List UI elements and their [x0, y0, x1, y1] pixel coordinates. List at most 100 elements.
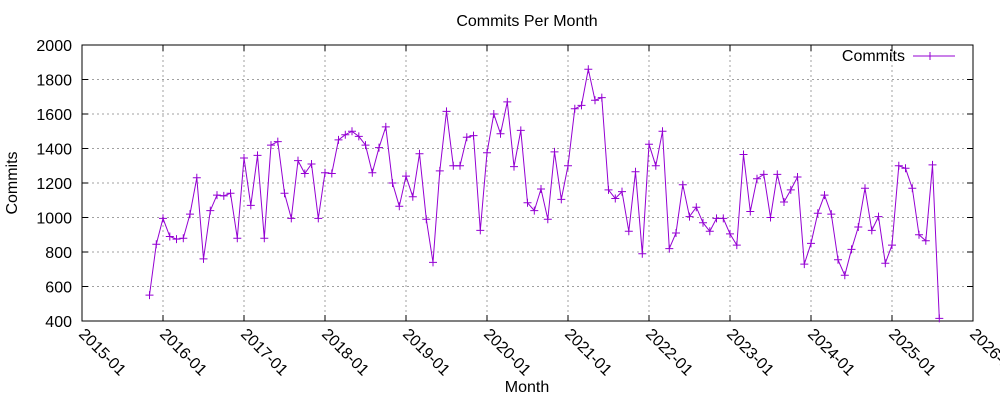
- y-tick-label: 2000: [36, 38, 72, 55]
- x-tick-label: 2018-01: [318, 326, 372, 380]
- x-tick-label: 2019-01: [399, 326, 453, 380]
- data-point: [793, 173, 802, 181]
- y-tick-label: 800: [45, 245, 72, 262]
- data-point: [705, 227, 714, 236]
- data-point: [219, 191, 228, 200]
- data-point: [314, 214, 323, 223]
- data-point: [186, 210, 194, 219]
- chart-title: Commits Per Month: [456, 13, 597, 30]
- data-point: [685, 212, 694, 221]
- data-point: [334, 135, 343, 144]
- data-point: [348, 127, 356, 136]
- x-axis-label: Month: [505, 379, 549, 396]
- data-point: [503, 97, 512, 106]
- data-point: [915, 230, 923, 239]
- data-point: [604, 185, 613, 194]
- data-point: [361, 141, 370, 150]
- y-tick-label: 1400: [36, 142, 72, 159]
- data-point: [152, 240, 161, 249]
- data-point: [651, 161, 660, 170]
- data-point: [537, 185, 545, 193]
- data-point: [145, 291, 154, 300]
- data-point: [192, 173, 201, 182]
- data-point: [881, 259, 890, 268]
- data-point: [807, 239, 815, 248]
- x-tick-label: 2015-01: [75, 326, 129, 380]
- x-tick-label: 2025-01: [885, 326, 939, 380]
- x-tick-label: 2023-01: [723, 326, 777, 380]
- data-point: [415, 149, 424, 158]
- data-point: [591, 96, 599, 105]
- data-point: [422, 215, 431, 224]
- x-tick-label: 2022-01: [642, 326, 696, 380]
- data-point: [786, 185, 795, 194]
- data-point: [557, 195, 566, 204]
- plot-frame: [81, 44, 974, 322]
- data-point: [564, 161, 572, 170]
- data-point: [935, 314, 944, 323]
- data-point: [624, 227, 633, 236]
- data-point: [638, 249, 647, 258]
- data-point: [375, 143, 383, 152]
- data-point: [442, 107, 451, 116]
- data-point: [665, 244, 674, 253]
- data-point: [618, 187, 626, 196]
- data-point: [523, 198, 532, 207]
- x-tick-label: 2020-01: [480, 326, 534, 380]
- data-point: [435, 166, 444, 175]
- data-point: [273, 137, 282, 146]
- data-point: [692, 203, 701, 212]
- data-point: [847, 245, 856, 254]
- data-point: [287, 214, 296, 223]
- data-point: [179, 234, 188, 243]
- y-tick-label: 1600: [36, 107, 72, 124]
- data-point: [402, 172, 410, 181]
- data-point: [530, 206, 539, 215]
- data-point: [381, 122, 390, 131]
- data-point: [159, 214, 167, 223]
- data-point: [395, 202, 404, 211]
- legend-label-commits: Commits: [842, 48, 905, 65]
- data-point: [429, 258, 437, 267]
- y-tick-label: 1800: [36, 73, 72, 90]
- data-point: [550, 147, 559, 156]
- data-point: [489, 110, 498, 118]
- data-point: [449, 161, 458, 170]
- series-line-commits: [149, 69, 940, 319]
- x-tick-label: 2024-01: [804, 326, 858, 380]
- data-point: [510, 162, 518, 171]
- data-point: [908, 184, 917, 193]
- data-point: [577, 101, 586, 110]
- data-point: [672, 229, 680, 237]
- data-point: [213, 191, 221, 200]
- data-point: [476, 226, 485, 235]
- data-point: [496, 129, 505, 138]
- y-tick-label: 600: [45, 280, 72, 297]
- x-tick-label: 2026-01: [966, 326, 1000, 380]
- data-point: [368, 168, 377, 177]
- data-point: [658, 127, 667, 136]
- data-point: [611, 194, 620, 203]
- data-point: [240, 154, 248, 162]
- data-point: [233, 234, 242, 243]
- data-point: [388, 179, 397, 187]
- legend-marker-commits: [926, 52, 934, 60]
- data-point: [840, 271, 849, 280]
- data-point: [867, 226, 876, 235]
- y-tick-labels: 400 600 800 1000 1200 1400 1600 1800 2000: [36, 38, 72, 331]
- data-point: [874, 212, 883, 221]
- grid: [82, 45, 973, 321]
- data-point: [699, 218, 707, 227]
- data-point: [901, 164, 910, 173]
- x-tick-label: 2016-01: [156, 326, 210, 380]
- data-point: [469, 131, 478, 140]
- data-point: [678, 180, 687, 189]
- data-point: [888, 241, 896, 250]
- data-point: [206, 206, 215, 215]
- data-point: [172, 235, 181, 244]
- data-point: [516, 126, 525, 135]
- data-point: [294, 156, 302, 165]
- data-point: [456, 161, 464, 170]
- data-point: [834, 255, 842, 264]
